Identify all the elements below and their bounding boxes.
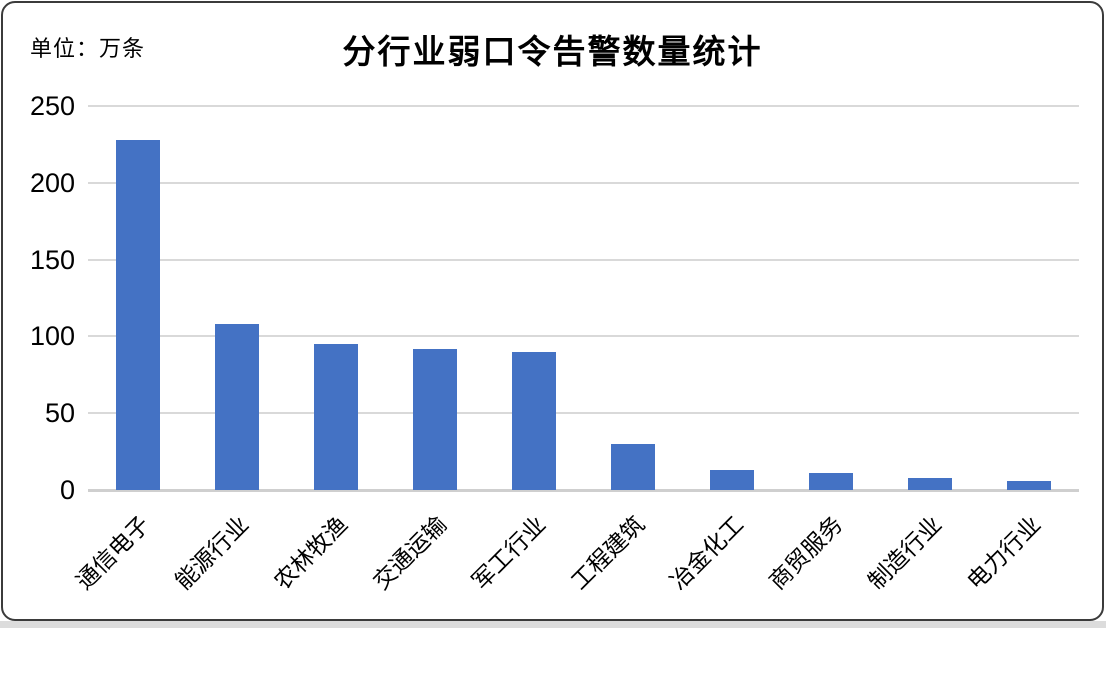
gridline	[88, 181, 1079, 184]
y-tick-label: 200	[29, 167, 75, 198]
x-axis-label: 能源行业	[169, 511, 254, 595]
x-axis-label: 商贸服务	[764, 511, 848, 595]
bar	[511, 351, 556, 490]
bar	[908, 477, 953, 490]
bar	[412, 348, 457, 490]
gridline	[88, 105, 1079, 107]
bar	[1007, 480, 1052, 490]
y-tick-label: 150	[29, 244, 75, 275]
unit-label: 单位：万条	[30, 36, 146, 61]
y-tick-label: 100	[29, 321, 75, 352]
y-tick-label: 250	[29, 91, 75, 121]
gridline	[88, 258, 1079, 261]
chart-title: 分行业弱口令告警数量统计	[342, 33, 763, 70]
x-axis-label: 通信电子	[70, 511, 154, 595]
bar	[313, 344, 358, 490]
x-axis-label: 交通运输	[367, 511, 452, 595]
gridline	[88, 412, 1079, 415]
y-tick-label: 50	[44, 398, 75, 429]
bar	[710, 470, 755, 490]
plot-area: 0 50 100 150 200 250 通信电子 能源行业 农林牧渔 交通运输 军工行业 工程建筑冶…	[3, 3, 1102, 619]
x-axis-line	[88, 488, 1079, 492]
bar	[115, 139, 160, 490]
bar	[809, 473, 854, 490]
x-axis-label: 工程建筑	[565, 511, 650, 595]
bar	[611, 443, 656, 490]
x-axis-label: 军工行业	[466, 511, 551, 595]
y-tick-label: 0	[59, 475, 75, 505]
x-axis-label: 制造行业	[863, 511, 947, 595]
x-axis-label: 电力行业	[962, 511, 1046, 595]
window-bottom-edge	[0, 621, 1106, 628]
x-axis-label: 农林牧渔	[268, 511, 353, 595]
chart-card: 单位：万条 分行业弱口令告警数量统计 0 50 100 150 200 250 通信电子 能源…	[1, 1, 1104, 621]
x-axis-label: 冶金化工	[665, 511, 749, 595]
bar	[214, 324, 259, 490]
gridline	[88, 335, 1079, 338]
